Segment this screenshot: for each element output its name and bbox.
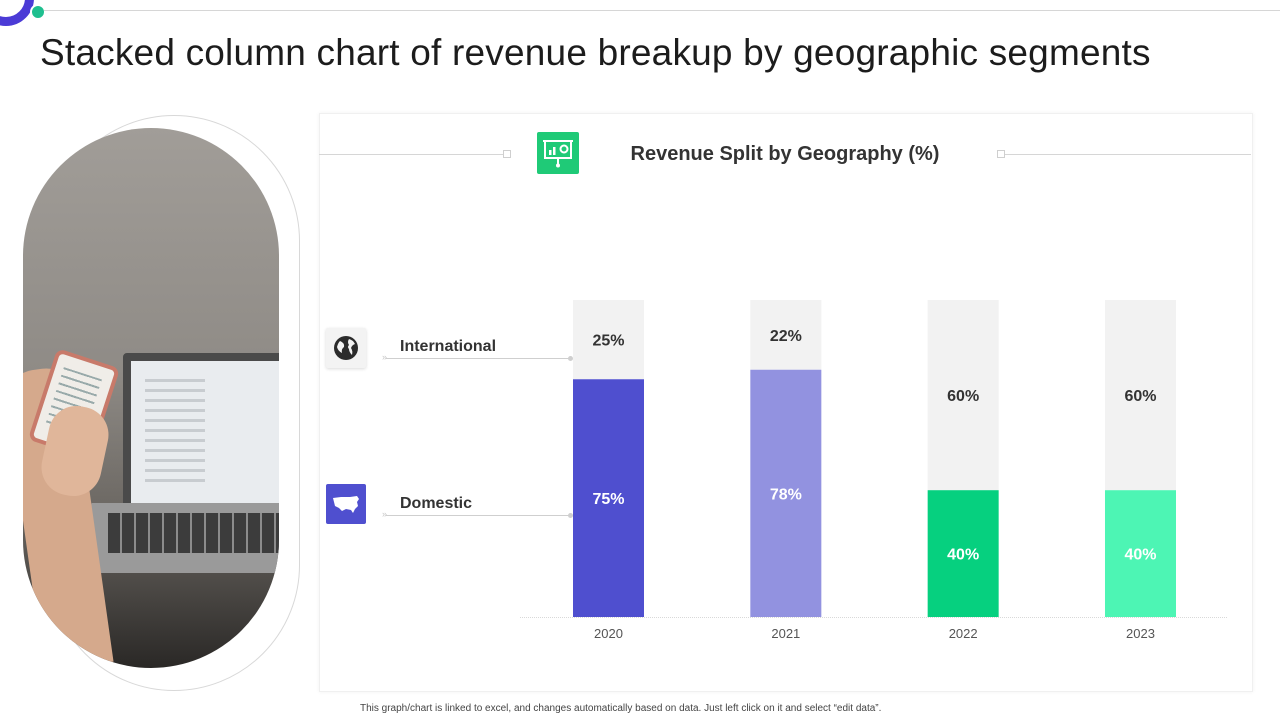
x-tick-label-2023: 2023 bbox=[1126, 626, 1155, 641]
page-title: Stacked column chart of revenue breakup … bbox=[40, 32, 1151, 73]
x-tick-label-2022: 2022 bbox=[949, 626, 978, 641]
legend-domestic-leader-dot bbox=[568, 513, 573, 518]
bar-domestic-2023 bbox=[1104, 490, 1176, 617]
bar-domestic-2020 bbox=[573, 379, 644, 617]
data-label-domestic-2022: 40% bbox=[947, 547, 979, 564]
title-rule-left-square bbox=[503, 150, 511, 158]
bar-international-2023 bbox=[1104, 300, 1176, 491]
bar-international-2021 bbox=[750, 300, 822, 370]
chart-title: Revenue Split by Geography (%) bbox=[630, 143, 940, 165]
legend-domestic-chevron-icon: » bbox=[382, 509, 388, 519]
x-tick-label-2020: 2020 bbox=[594, 626, 623, 641]
data-label-international-2023: 60% bbox=[1124, 388, 1156, 405]
laptop-screen bbox=[123, 353, 279, 519]
presentation-chart-icon bbox=[537, 132, 579, 174]
data-label-domestic-2020: 75% bbox=[592, 491, 624, 508]
bar-international-2022 bbox=[927, 300, 999, 491]
bar-domestic-2021 bbox=[750, 369, 822, 617]
bar-international-2020 bbox=[573, 300, 644, 380]
legend-international-label: International bbox=[400, 338, 497, 355]
data-label-international-2022: 60% bbox=[947, 388, 979, 405]
legend-international-chevron-icon: » bbox=[382, 352, 388, 362]
legend-domestic-label: Domestic bbox=[400, 495, 473, 512]
x-tick-label-2021: 2021 bbox=[771, 626, 800, 641]
data-label-international-2021: 22% bbox=[770, 328, 802, 345]
legend-domestic-leader bbox=[386, 515, 570, 516]
top-divider bbox=[44, 10, 1280, 11]
footer-note: This graph/chart is linked to excel, and… bbox=[360, 703, 882, 714]
usa-map-icon bbox=[326, 484, 366, 524]
title-rule-right-square bbox=[997, 150, 1005, 158]
data-label-domestic-2023: 40% bbox=[1124, 547, 1156, 564]
brand-logo bbox=[0, 0, 34, 26]
laptop-keyboard bbox=[108, 513, 279, 553]
laptop-phone-photo bbox=[23, 128, 279, 668]
bar-domestic-2022 bbox=[927, 490, 999, 617]
legend-international-leader-dot bbox=[568, 356, 573, 361]
data-label-domestic-2021: 78% bbox=[770, 486, 802, 503]
brand-logo-dot bbox=[30, 4, 46, 20]
title-rule-left bbox=[319, 154, 504, 155]
title-rule-right bbox=[1005, 154, 1251, 155]
globe-icon bbox=[326, 328, 366, 368]
legend-international-leader bbox=[386, 358, 570, 359]
data-label-international-2020: 25% bbox=[592, 333, 624, 350]
